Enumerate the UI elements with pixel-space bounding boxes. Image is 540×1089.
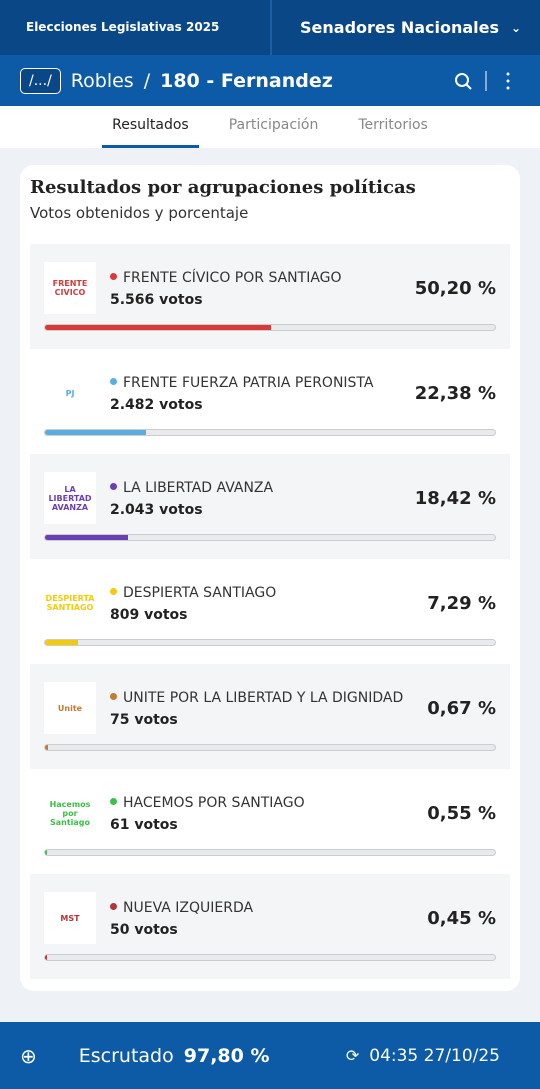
card-title: Resultados por agrupaciones políticas xyxy=(30,177,416,198)
party-list: FRENTE CIVICO FRENTE CÍVICO POR SANTIAGO 5… xyxy=(30,244,510,979)
party-votes: 50 votos xyxy=(110,922,178,938)
party-dot xyxy=(110,588,117,595)
chevron: ⌄ xyxy=(511,20,522,35)
timestamp: 04:35 27/10/25 xyxy=(369,1045,500,1066)
party-info: NUEVA IZQUIERDA 50 votos xyxy=(110,898,427,938)
party-info: UNITE POR LA LIBERTAD Y LA DIGNIDAD 75 vo… xyxy=(110,688,427,728)
bar xyxy=(45,955,48,960)
footer: ⊕ Escrutado 97,80 % ⟳ 04:35 27/10/25 xyxy=(0,1022,540,1089)
party-percent: 18,42 % xyxy=(414,487,496,509)
bar-track xyxy=(44,849,496,856)
party-row: PJ FRENTE FUERZA PATRIA PERONISTA 2.482 vo… xyxy=(30,349,510,454)
party-votes: 5.566 votos xyxy=(110,292,203,308)
bar-track xyxy=(44,639,496,646)
party-logo: DESPIERTA SANTIAGO xyxy=(44,577,96,629)
circuit: 180 - Fernandez xyxy=(160,69,333,92)
bar xyxy=(45,850,48,855)
party-percent: 7,29 % xyxy=(427,592,496,614)
party-info: LA LIBERTAD AVANZA 2.043 votos xyxy=(110,478,415,518)
party-votes: 75 votos xyxy=(110,712,178,728)
category: Senadores Nacionales xyxy=(300,18,500,37)
bar xyxy=(45,745,48,750)
bar xyxy=(45,640,78,645)
party-row: Hacemos por Santiago HACEMOS POR SANTIAGO… xyxy=(30,769,510,874)
party-row: FRENTE CIVICO FRENTE CÍVICO POR SANTIAGO 5… xyxy=(30,244,510,349)
add-icon[interactable]: ⊕ xyxy=(20,1043,37,1068)
scrutiny-label: Escrutado xyxy=(78,1044,174,1067)
party-row: DESPIERTA SANTIAGO DESPIERTA SANTIAGO 809 … xyxy=(30,559,510,664)
party-row: Unite UNITE POR LA LIBERTAD Y LA DIGNIDAD… xyxy=(30,664,510,769)
party-votes: 2.043 votos xyxy=(110,502,203,518)
party-percent: 50,20 % xyxy=(414,277,496,299)
party-row: MST NUEVA IZQUIERDA 50 votos 0,45 % xyxy=(30,874,510,979)
party-name-line: LA LIBERTAD AVANZA xyxy=(110,478,415,498)
tabs: Resultados Participación Territorios xyxy=(0,106,540,148)
bar-track xyxy=(44,744,496,751)
breadcrumb-root[interactable]: /.../ xyxy=(20,67,61,94)
party-dot xyxy=(110,378,117,385)
party-name-line: HACEMOS POR SANTIAGO xyxy=(110,793,427,813)
party-name-line: FRENTE CÍVICO POR SANTIAGO xyxy=(110,268,415,288)
breadcrumb: /.../ Robles / 180 - Fernandez xyxy=(0,55,540,106)
party-percent: 0,55 % xyxy=(427,802,496,824)
party-percent: 22,38 % xyxy=(414,382,496,404)
party-dot xyxy=(110,483,117,490)
bar xyxy=(45,535,128,540)
party-logo: Hacemos por Santiago xyxy=(44,787,96,839)
party-dot xyxy=(110,903,117,910)
party-row: LA LIBERTAD AVANZA LA LIBERTAD AVANZA 2.04… xyxy=(30,454,510,559)
party-info: FRENTE CÍVICO POR SANTIAGO 5.566 votos xyxy=(110,268,415,308)
party-name: LA LIBERTAD AVANZA xyxy=(123,480,274,496)
party-logo: Unite xyxy=(44,682,96,734)
party-votes: 2.482 votos xyxy=(110,397,203,413)
tab[interactable]: Territorios xyxy=(358,117,428,133)
bar xyxy=(45,325,271,330)
party-logo: PJ xyxy=(44,367,96,419)
bar xyxy=(45,430,146,435)
bar-track xyxy=(44,324,496,331)
party-dot xyxy=(110,798,117,805)
party-name-line: NUEVA IZQUIERDA xyxy=(110,898,427,918)
party-percent: 0,45 % xyxy=(427,907,496,929)
party-name: NUEVA IZQUIERDA xyxy=(123,900,254,916)
card-subtitle: Votos obtenidos y porcentaje xyxy=(30,204,249,222)
party-name: FRENTE CÍVICO POR SANTIAGO xyxy=(123,270,342,286)
party-name: FRENTE FUERZA PATRIA PERONISTA xyxy=(123,375,374,391)
party-votes: 61 votos xyxy=(110,817,178,833)
separator: / xyxy=(143,69,151,92)
party-logo: MST xyxy=(44,892,96,944)
results-card: Resultados por agrupaciones políticas Vo… xyxy=(20,165,520,991)
party-name: DESPIERTA SANTIAGO xyxy=(123,585,277,601)
bar-track xyxy=(44,954,496,961)
tab[interactable]: Resultados xyxy=(102,106,199,148)
party-dot xyxy=(110,273,117,280)
party-logo: LA LIBERTAD AVANZA xyxy=(44,472,96,524)
party-info: HACEMOS POR SANTIAGO 61 votos xyxy=(110,793,427,833)
party-info: FRENTE FUERZA PATRIA PERONISTA 2.482 voto… xyxy=(110,373,415,413)
scrutiny-value: 97,80 % xyxy=(183,1044,270,1067)
logo[interactable]: Elecciones Legislativas 2025 xyxy=(26,20,220,34)
party-logo: FRENTE CIVICO xyxy=(44,262,96,314)
party-name-line: UNITE POR LA LIBERTAD Y LA DIGNIDAD xyxy=(110,688,427,708)
party-dot xyxy=(110,693,117,700)
bar-track xyxy=(44,429,496,436)
bar-track xyxy=(44,534,496,541)
actions[interactable] xyxy=(442,69,522,93)
district[interactable]: Robles xyxy=(70,69,134,92)
party-votes: 809 votos xyxy=(110,607,188,623)
party-name-line: DESPIERTA SANTIAGO xyxy=(110,583,427,603)
party-name: UNITE POR LA LIBERTAD Y LA DIGNIDAD xyxy=(123,690,404,706)
party-percent: 0,67 % xyxy=(427,697,496,719)
tab[interactable]: Participación xyxy=(228,117,319,133)
party-info: DESPIERTA SANTIAGO 809 votos xyxy=(110,583,427,623)
refresh-icon[interactable]: ⟳ xyxy=(345,1046,360,1065)
top-bar: Elecciones Legislativas 2025 Senadores N… xyxy=(0,0,540,55)
party-name: HACEMOS POR SANTIAGO xyxy=(123,795,305,811)
category-dropdown[interactable]: Senadores Nacionales ⌄ xyxy=(270,0,540,55)
party-name-line: FRENTE FUERZA PATRIA PERONISTA xyxy=(110,373,415,393)
